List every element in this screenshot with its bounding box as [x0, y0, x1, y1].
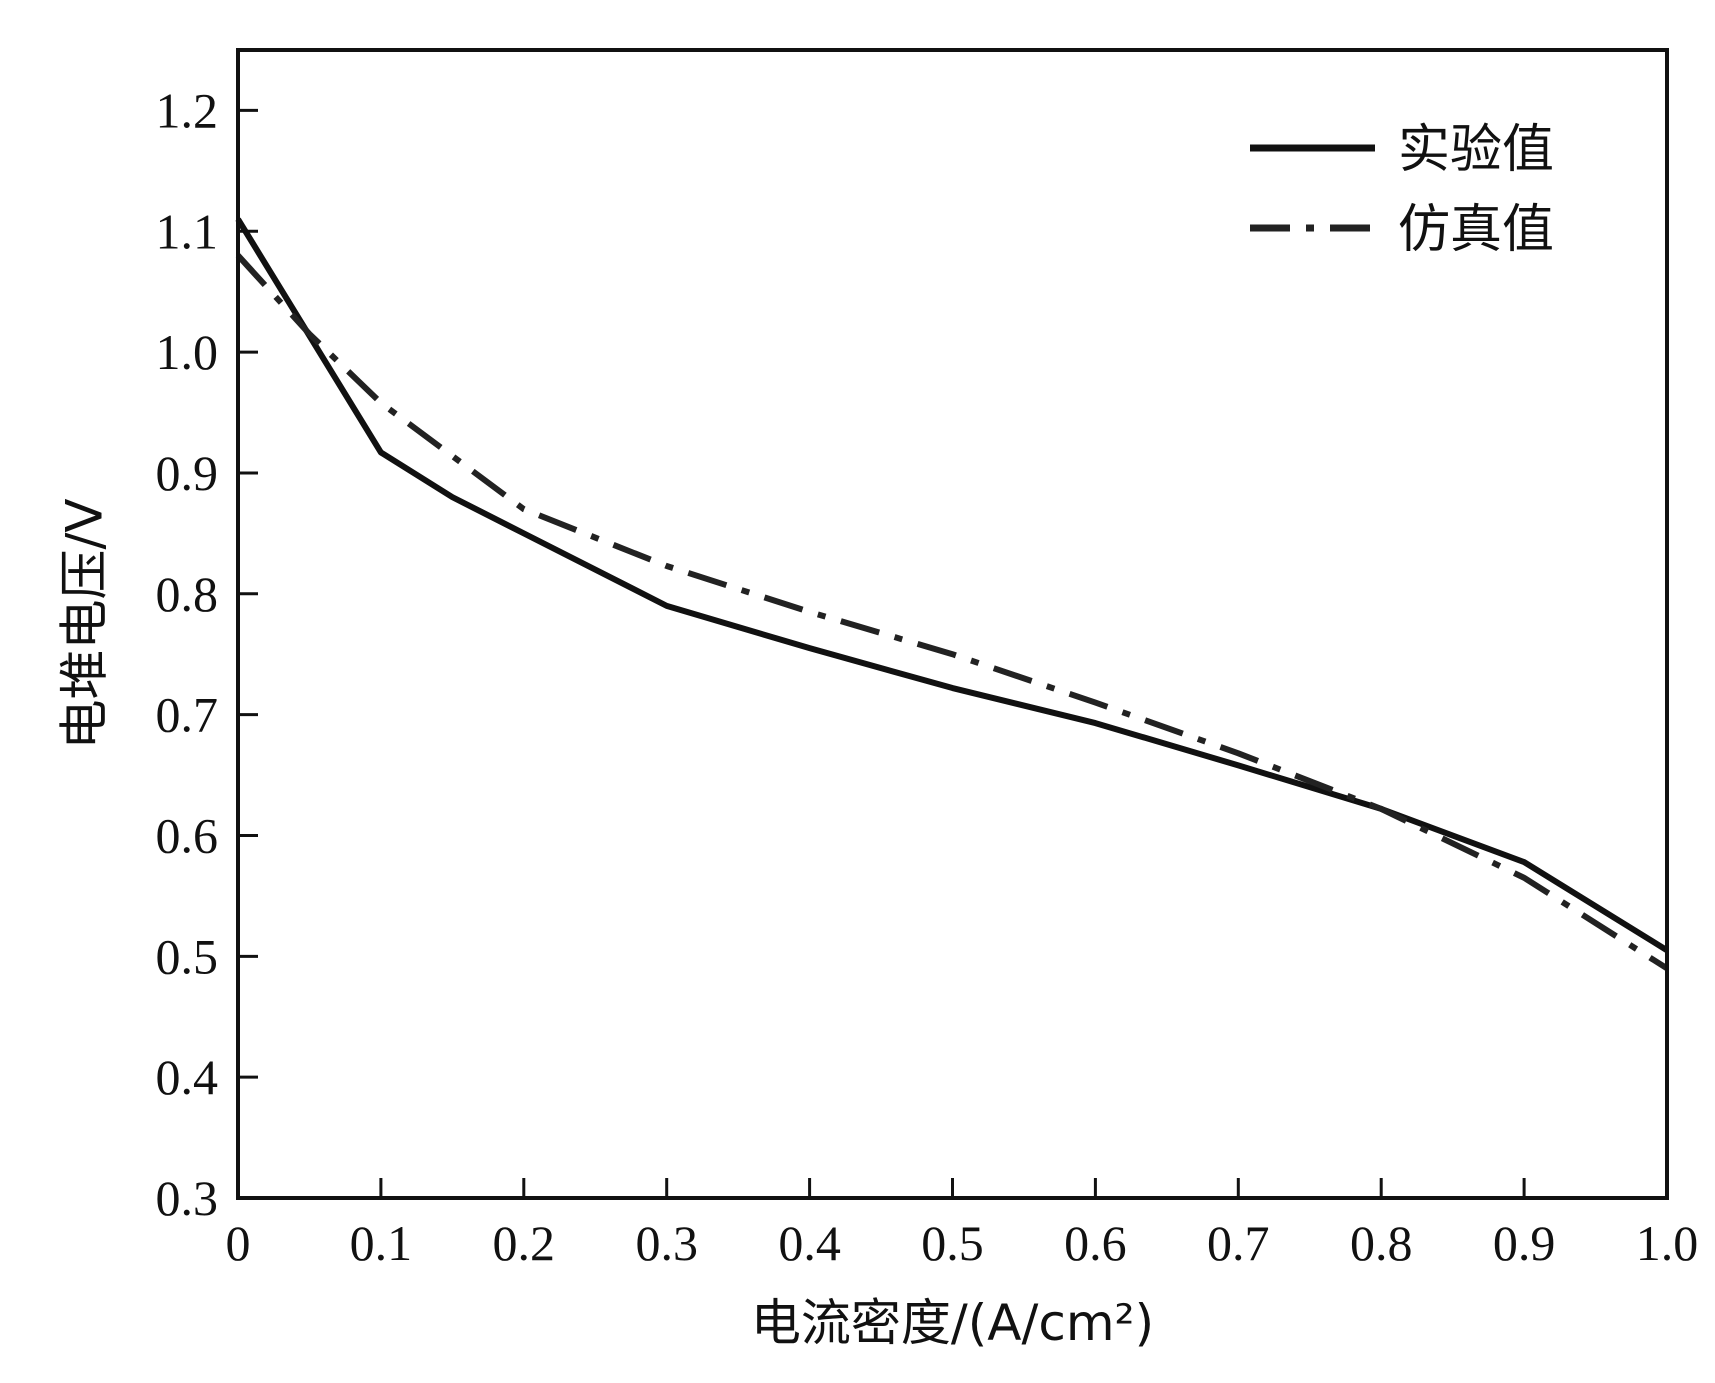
plot-frame — [236, 48, 1669, 1200]
axis-tick-labels: 0 0.1 0.2 0.3 0.4 0.5 0.6 0.7 0.8 0.9 1.0 0.3 0.4 0.5… — [156, 82, 1699, 1271]
y-tick-label: 0.3 — [156, 1170, 219, 1226]
y-tick-label: 0.5 — [156, 928, 219, 984]
x-tick-label: 0.5 — [921, 1215, 984, 1271]
y-tick-label: 1.0 — [156, 324, 219, 380]
x-axis-title: 电流密度/(A/cm²) — [751, 1294, 1154, 1352]
x-tick-label: 1.0 — [1636, 1215, 1699, 1271]
legend-label-2: 仿真值 — [1398, 200, 1554, 260]
y-axis-title: 电堆电压/V — [56, 498, 114, 749]
y-tick-label: 1.2 — [156, 82, 219, 138]
series-line-2 — [235, 253, 1669, 971]
x-tick-label: 0 — [226, 1215, 251, 1271]
y-tick-label: 0.6 — [156, 807, 219, 863]
series-lines — [235, 217, 1669, 971]
x-tick-label: 0.6 — [1064, 1215, 1127, 1271]
legend-label-1: 实验值 — [1398, 120, 1554, 180]
x-tick-label: 0.3 — [635, 1215, 698, 1271]
y-tick-label: 0.8 — [156, 566, 219, 622]
y-tick-label: 0.9 — [156, 445, 219, 501]
x-tick-label: 0.1 — [350, 1215, 413, 1271]
x-tick-label: 0.8 — [1350, 1215, 1413, 1271]
x-tick-label: 0.9 — [1493, 1215, 1556, 1271]
x-tick-label: 0.7 — [1207, 1215, 1270, 1271]
x-tick-label: 0.4 — [778, 1215, 841, 1271]
y-tick-label: 0.7 — [156, 687, 219, 743]
y-tick-label: 1.1 — [156, 203, 219, 259]
x-tick-label: 0.2 — [493, 1215, 556, 1271]
y-tick-label: 0.4 — [156, 1049, 219, 1105]
